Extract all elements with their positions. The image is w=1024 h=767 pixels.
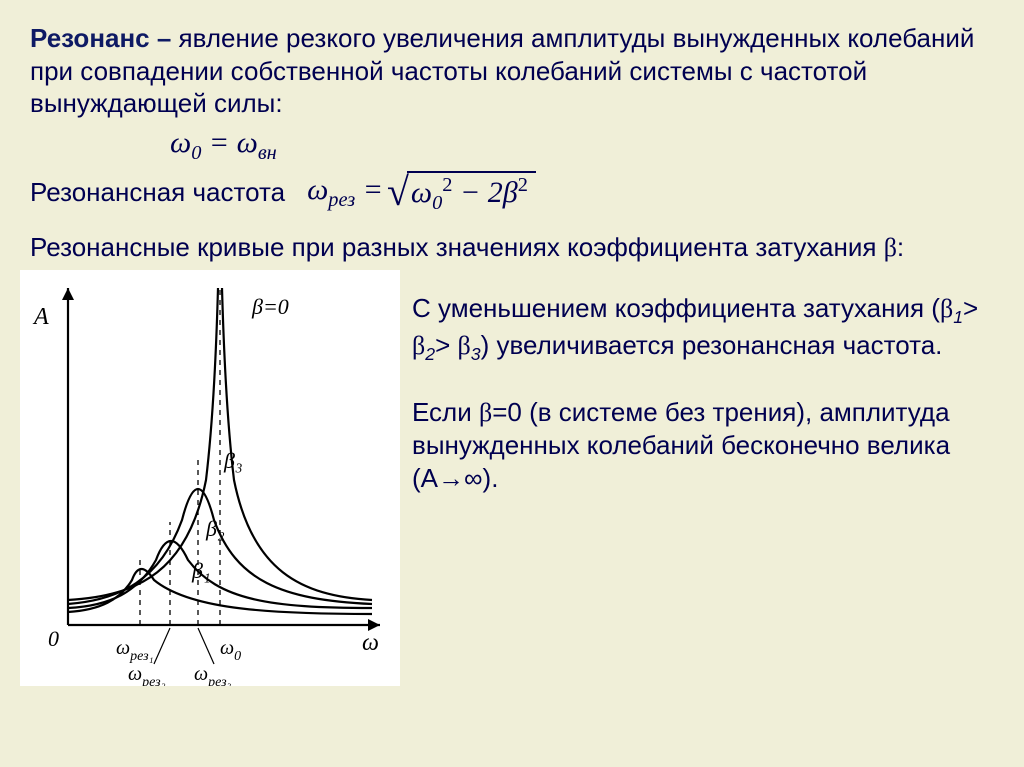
- sqrt-icon: √ ω02 − 2β2: [387, 171, 536, 215]
- svg-text:β₃: β₃: [223, 448, 243, 473]
- svg-text:0: 0: [48, 626, 59, 651]
- resonance-curves-chart: A ω 0 β=0 β₃ β₂: [20, 270, 400, 686]
- definition-paragraph: Резонанс – явление резкого увеличения ам…: [30, 22, 996, 120]
- eq2-radicand: ω02 − 2β2: [407, 171, 536, 215]
- svg-text:A: A: [32, 304, 49, 330]
- definition-text: явление резкого увеличения амплитуды вын…: [30, 23, 974, 118]
- eq2-lhs: ωрез =: [307, 173, 383, 212]
- resonance-freq-label: Резонансная частота: [30, 177, 285, 208]
- svg-text:β=0: β=0: [251, 294, 289, 319]
- beta-zero-paragraph: Если β=0 (в системе без трения), амплиту…: [412, 396, 996, 496]
- equation-1: ω0 = ωвн: [170, 126, 996, 165]
- term: Резонанс –: [30, 23, 171, 53]
- damping-decrease-paragraph: С уменьшением коэффициента затухания (β1…: [412, 292, 996, 366]
- svg-text:β₁: β₁: [191, 558, 211, 583]
- curves-intro: Резонансные кривые при разных значениях …: [30, 231, 996, 265]
- svg-text:ω: ω: [362, 630, 379, 656]
- svg-text:β₂: β₂: [205, 516, 225, 541]
- equation-2: ωрез = √ ω02 − 2β2: [307, 171, 536, 215]
